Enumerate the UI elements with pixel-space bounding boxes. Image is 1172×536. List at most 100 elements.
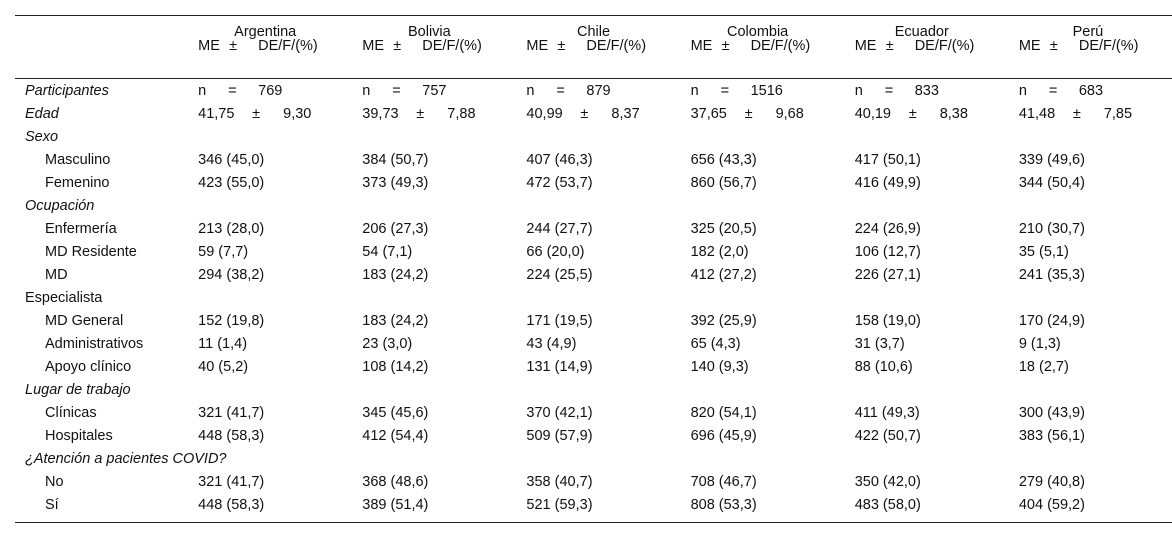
age-sd: 9,30 bbox=[283, 105, 312, 122]
table-row: No 321 (41,7) 368 (48,6) 358 (40,7) 708 (46,… bbox=[15, 470, 1172, 493]
value-cell bbox=[1004, 194, 1172, 217]
participants-cell: n = 1516 bbox=[676, 79, 840, 103]
value-cell: 411 (49,3) bbox=[854, 404, 920, 421]
pm-symbol: ± bbox=[252, 105, 261, 122]
value-cell: 472 (53,7) bbox=[526, 174, 593, 191]
value-cell: 18 (2,7) bbox=[1018, 358, 1069, 375]
row-label: Enfermería bbox=[45, 220, 117, 237]
pm-symbol: ± bbox=[416, 105, 425, 122]
age-mean: 39,73 bbox=[362, 105, 399, 122]
subheader-cell: ME ± DE/F/(%) bbox=[183, 38, 348, 79]
value-cell: 350 (42,0) bbox=[854, 473, 921, 490]
value-cell: 368 (48,6) bbox=[362, 473, 429, 490]
row-label: No bbox=[45, 473, 64, 490]
de-label: DE/F/(%) bbox=[422, 38, 482, 54]
value-cell: 31 (3,7) bbox=[854, 335, 905, 352]
n-symbol: n bbox=[362, 82, 371, 99]
value-cell: 325 (20,5) bbox=[690, 220, 757, 237]
value-cell bbox=[511, 194, 675, 217]
equals-symbol: = bbox=[1048, 82, 1058, 99]
age-sd: 7,88 bbox=[447, 105, 476, 122]
demographics-table-container: Argentina Bolivia Chile Colombia Ecuador… bbox=[15, 15, 1172, 523]
value-cell bbox=[183, 447, 347, 470]
category-row: Ocupación bbox=[15, 194, 1172, 217]
me-label: ME bbox=[854, 38, 877, 54]
country-header: Perú bbox=[1072, 23, 1104, 40]
country-header: Chile bbox=[576, 23, 611, 40]
value-cell bbox=[1004, 378, 1172, 401]
value-cell: 708 (46,7) bbox=[690, 473, 757, 490]
value-cell: 370 (42,1) bbox=[526, 404, 593, 421]
participants-cell: n = 683 bbox=[1004, 79, 1172, 103]
value-cell: 423 (55,0) bbox=[198, 174, 265, 191]
subheader-cell: ME ± DE/F/(%) bbox=[511, 38, 676, 79]
value-cell: 183 (24,2) bbox=[362, 312, 429, 329]
value-cell bbox=[676, 194, 840, 217]
value-cell: 373 (49,3) bbox=[362, 174, 429, 191]
value-cell: 108 (14,2) bbox=[362, 358, 429, 375]
value-cell: 66 (20,0) bbox=[526, 243, 585, 260]
value-cell: 183 (24,2) bbox=[362, 266, 429, 283]
value-cell: 213 (28,0) bbox=[198, 220, 265, 237]
corner-cell bbox=[15, 16, 183, 47]
de-label: DE/F/(%) bbox=[914, 38, 975, 54]
value-cell: 696 (45,9) bbox=[690, 427, 757, 444]
age-cell: 39,73 ±7,88 bbox=[347, 102, 511, 125]
table-header: Argentina Bolivia Chile Colombia Ecuador… bbox=[15, 15, 1172, 79]
de-label: DE/F/(%) bbox=[586, 38, 647, 54]
value-cell: 65 (4,3) bbox=[690, 335, 741, 352]
value-cell bbox=[183, 378, 347, 401]
pm-symbol: ± bbox=[744, 105, 753, 122]
subheader-cell: ME ± DE/F/(%) bbox=[1003, 38, 1172, 79]
value-cell: 412 (54,4) bbox=[362, 427, 429, 444]
value-cell bbox=[183, 125, 347, 148]
n-symbol: n bbox=[198, 82, 207, 99]
value-cell: 321 (41,7) bbox=[198, 473, 265, 490]
value-cell: 448 (58,3) bbox=[198, 427, 265, 444]
country-header: Bolivia bbox=[407, 23, 451, 40]
value-cell bbox=[676, 378, 840, 401]
table-row: Apoyo clínico 40 (5,2) 108 (14,2) 131 (14,9… bbox=[15, 355, 1172, 378]
value-cell bbox=[676, 286, 840, 309]
age-mean: 40,19 bbox=[854, 105, 891, 122]
value-cell: 158 (19,0) bbox=[854, 312, 921, 329]
value-cell bbox=[840, 378, 1004, 401]
value-cell: 59 (7,7) bbox=[198, 243, 249, 260]
value-cell: 294 (38,2) bbox=[198, 266, 265, 283]
value-cell: 131 (14,9) bbox=[526, 358, 593, 375]
value-cell: 384 (50,7) bbox=[362, 151, 429, 168]
value-cell: 23 (3,0) bbox=[362, 335, 413, 352]
row-label: Sexo bbox=[25, 128, 59, 145]
participants-value: 1516 bbox=[750, 82, 783, 99]
value-cell: 417 (50,1) bbox=[854, 151, 921, 168]
category-row: Lugar de trabajo bbox=[15, 378, 1172, 401]
country-header: Argentina bbox=[234, 23, 297, 40]
pm-label: ± bbox=[393, 38, 402, 54]
corner-cell bbox=[15, 47, 184, 79]
table-row: Administrativos 11 (1,4) 23 (3,0) 43 (4,9) 6… bbox=[15, 332, 1172, 355]
table-row: Masculino 346 (45,0) 384 (50,7) 407 (46,3) 6… bbox=[15, 148, 1172, 171]
value-cell: 521 (59,3) bbox=[511, 493, 676, 523]
age-cell: 41,75 ±9,30 bbox=[183, 102, 347, 125]
equals-symbol: = bbox=[720, 82, 730, 99]
table-row: MD 294 (38,2) 183 (24,2) 224 (25,5) 412 (27,… bbox=[15, 263, 1172, 286]
n-symbol: n bbox=[854, 82, 863, 99]
table-row: MD General 152 (19,8) 183 (24,2) 171 (19,5)… bbox=[15, 309, 1172, 332]
country-header: Ecuador bbox=[894, 23, 949, 40]
value-cell: 224 (25,5) bbox=[526, 266, 593, 283]
value-cell: 383 (56,1) bbox=[1018, 427, 1085, 444]
participants-value: 683 bbox=[1078, 82, 1104, 99]
top-rule bbox=[15, 15, 1172, 16]
table-row: MD Residente 59 (7,7) 54 (7,1) 66 (20,0) 182… bbox=[15, 240, 1172, 263]
pm-label: ± bbox=[229, 38, 238, 54]
value-cell: 407 (46,3) bbox=[526, 151, 593, 168]
value-cell: 244 (27,7) bbox=[526, 220, 593, 237]
row-label: Lugar de trabajo bbox=[25, 381, 131, 398]
value-cell: 483 (58,0) bbox=[839, 493, 1004, 523]
category-row: Especialista bbox=[15, 286, 1172, 309]
value-cell bbox=[511, 125, 675, 148]
participants-cell: n = 879 bbox=[511, 79, 675, 103]
pm-label: ± bbox=[885, 38, 894, 54]
me-label: ME bbox=[526, 38, 549, 54]
value-cell: 448 (58,3) bbox=[183, 493, 348, 523]
